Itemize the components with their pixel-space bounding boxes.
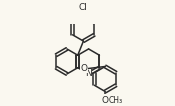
Text: CH₃: CH₃ [109,96,123,105]
Text: Cl: Cl [79,3,88,12]
Text: O: O [102,96,109,105]
Text: O: O [81,64,88,73]
Text: N: N [85,69,92,78]
